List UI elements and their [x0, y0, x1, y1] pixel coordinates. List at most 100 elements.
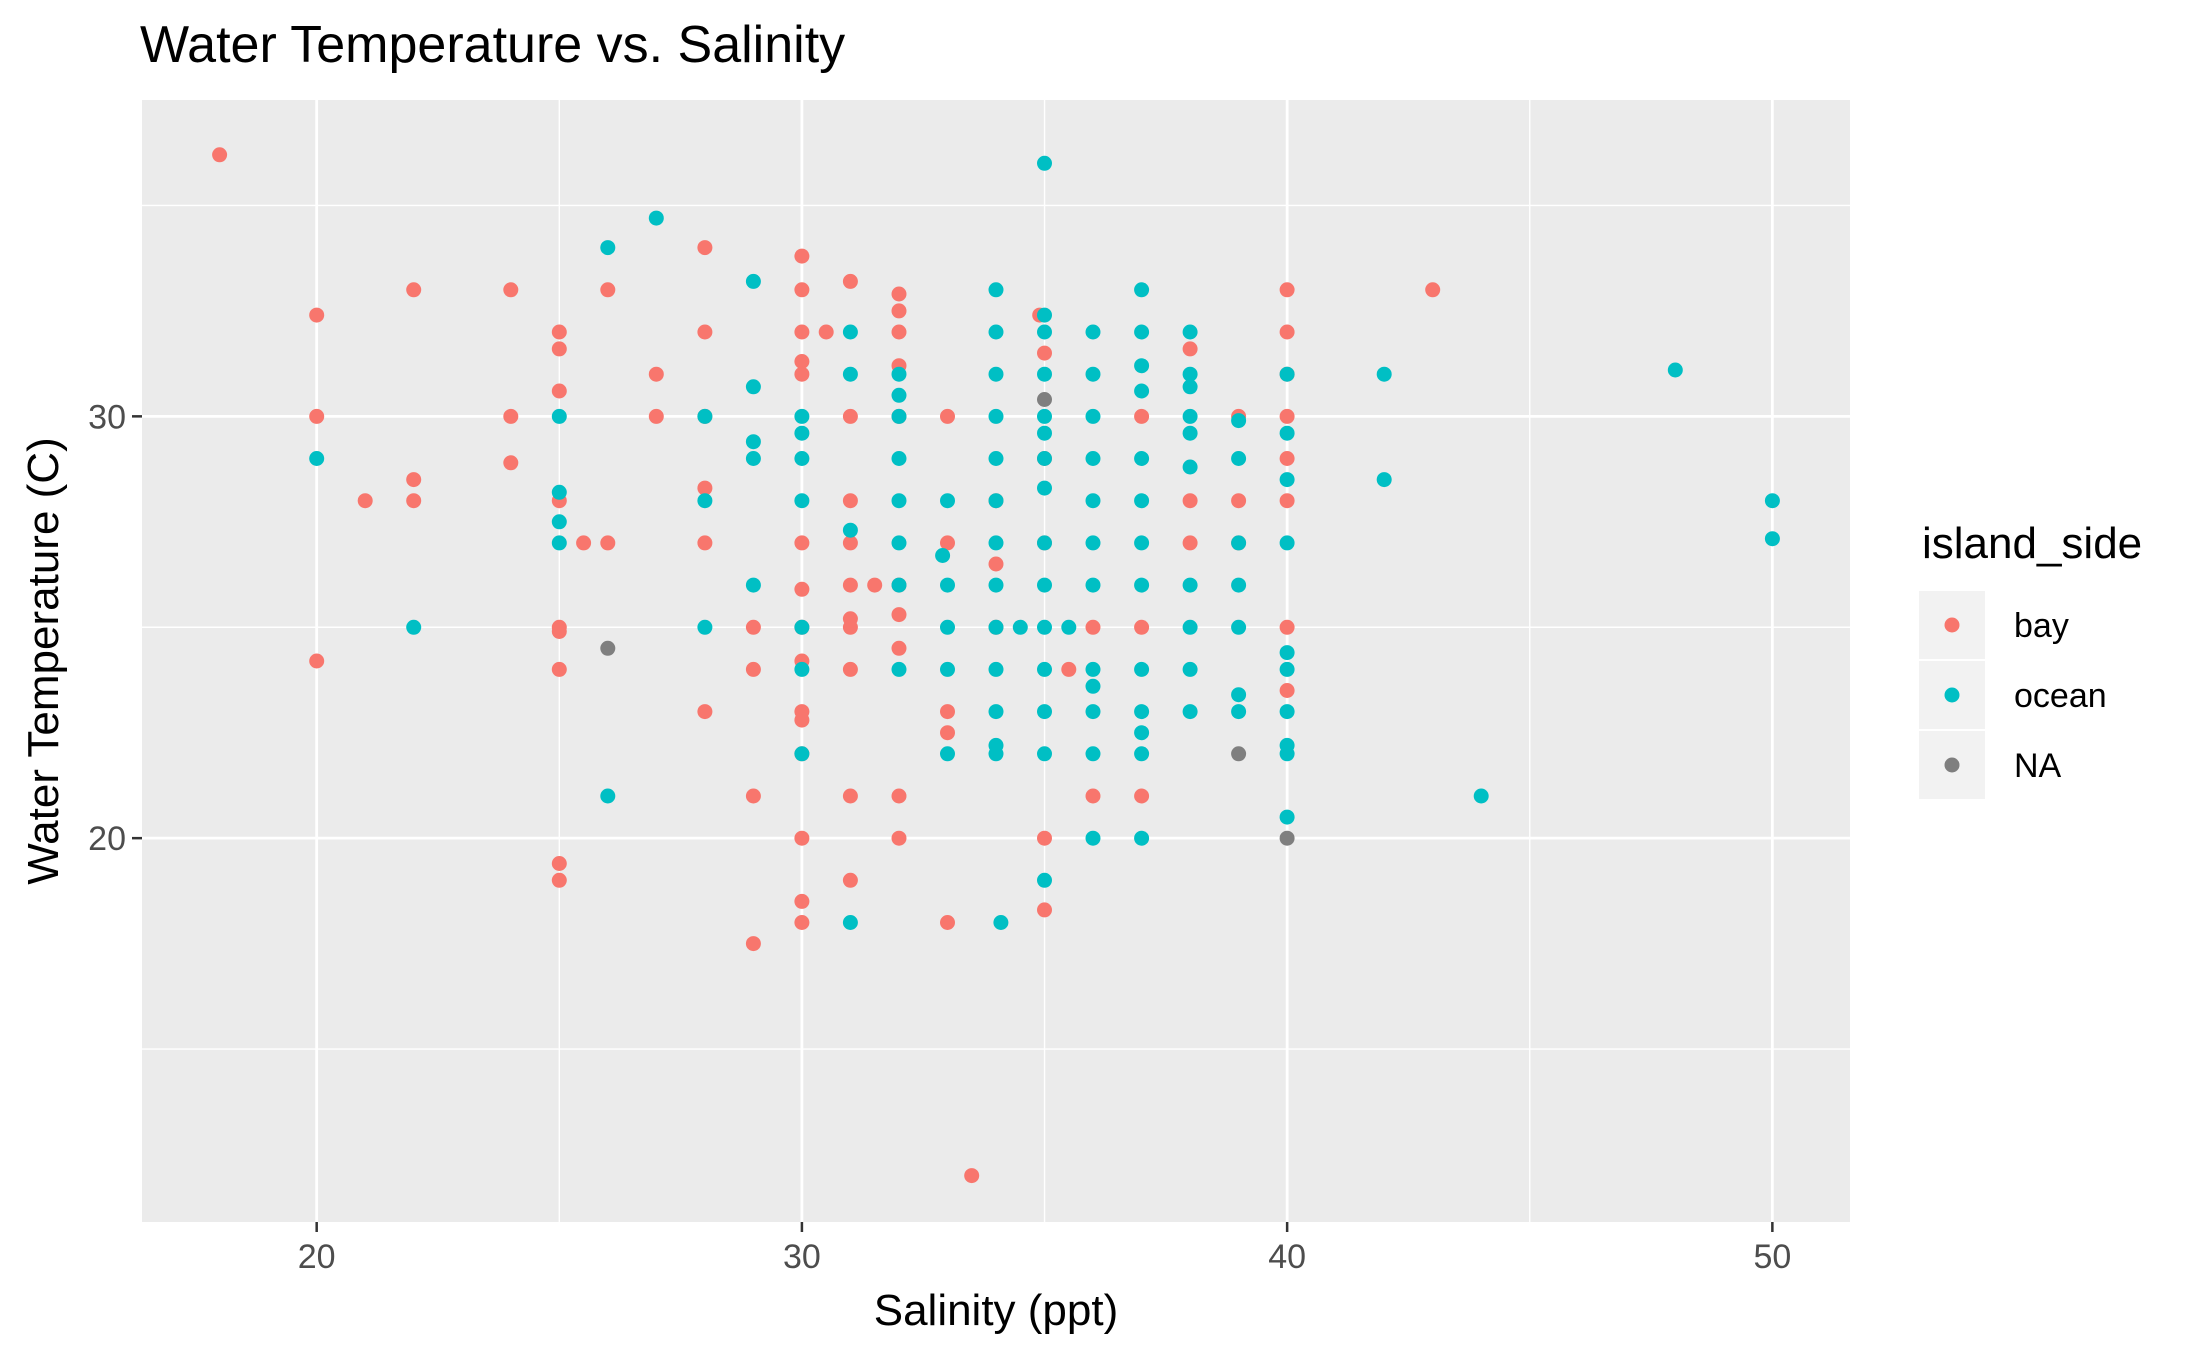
data-point-bay — [745, 619, 761, 635]
legend-swatch-ocean — [1944, 687, 1960, 703]
data-point-ocean — [1182, 324, 1198, 340]
data-point-bay — [867, 577, 883, 593]
data-point-ocean — [745, 273, 761, 289]
data-point-bay — [794, 915, 810, 930]
data-point-bay — [503, 455, 519, 471]
data-point-bay — [940, 408, 955, 424]
data-point-ocean — [842, 915, 858, 930]
data-point-ocean — [1231, 619, 1247, 635]
data-point-ocean — [1231, 451, 1247, 466]
data-point-ocean — [935, 548, 951, 563]
data-point-ocean — [1037, 366, 1052, 382]
data-point-ocean — [1134, 535, 1150, 551]
legend: island_side bay ocean NA — [1917, 519, 2142, 801]
data-point-ocean — [1182, 408, 1198, 424]
data-point-ocean — [988, 282, 1004, 298]
data-point-ocean — [1037, 324, 1052, 340]
data-point-bay — [842, 872, 858, 888]
data-point-ocean — [794, 661, 810, 677]
data-point-ocean — [1182, 459, 1198, 475]
data-point-bay — [576, 535, 592, 551]
data-point-na — [1279, 830, 1295, 846]
data-point-bay — [1085, 619, 1101, 635]
data-points — [212, 147, 1780, 1184]
data-point-bay — [891, 788, 907, 804]
data-point-ocean — [988, 619, 1004, 635]
data-point-bay — [697, 704, 713, 720]
data-point-ocean — [1231, 704, 1247, 720]
data-point-bay — [406, 493, 422, 509]
data-point-ocean — [1134, 704, 1150, 720]
data-point-bay — [1231, 493, 1247, 509]
data-point-bay — [1182, 535, 1198, 551]
legend-title: island_side — [1922, 519, 2142, 568]
data-point-ocean — [1037, 746, 1052, 762]
data-point-ocean — [648, 210, 664, 226]
data-point-ocean — [1279, 809, 1295, 825]
data-point-ocean — [794, 493, 810, 509]
data-point-bay — [940, 915, 955, 930]
data-point-ocean — [1231, 535, 1247, 551]
data-point-ocean — [891, 408, 907, 424]
data-point-bay — [1182, 493, 1198, 509]
plot-panel — [142, 100, 1850, 1222]
data-point-ocean — [1279, 425, 1295, 441]
data-point-ocean — [842, 366, 858, 382]
data-point-ocean — [1085, 535, 1101, 551]
data-point-ocean — [1279, 535, 1295, 551]
data-point-bay — [891, 286, 907, 302]
data-point-ocean — [1134, 383, 1150, 399]
x-tick-label: 30 — [783, 1238, 821, 1276]
data-point-ocean — [1134, 830, 1150, 846]
data-point-bay — [794, 248, 810, 264]
data-point-bay — [212, 147, 228, 163]
data-point-na — [600, 640, 616, 656]
data-point-bay — [745, 661, 761, 677]
data-point-ocean — [1037, 619, 1052, 635]
legend-swatch-na — [1944, 757, 1960, 773]
data-point-ocean — [1231, 577, 1247, 593]
data-point-bay — [600, 535, 616, 551]
data-point-bay — [1061, 661, 1077, 677]
data-point-bay — [551, 383, 567, 399]
data-point-ocean — [1085, 408, 1101, 424]
data-point-bay — [309, 307, 325, 323]
data-point-ocean — [993, 915, 1009, 930]
x-tick-label: 20 — [298, 1238, 336, 1276]
data-point-ocean — [1037, 480, 1052, 496]
data-point-bay — [794, 581, 810, 597]
data-point-ocean — [745, 577, 761, 593]
data-point-bay — [551, 856, 567, 871]
data-point-bay — [697, 535, 713, 551]
data-point-ocean — [988, 661, 1004, 677]
legend-swatch-bay — [1944, 617, 1960, 633]
data-point-ocean — [1012, 619, 1028, 635]
data-point-ocean — [1134, 358, 1150, 374]
data-point-bay — [794, 324, 810, 340]
y-tick-label: 20 — [88, 820, 126, 858]
data-point-ocean — [1473, 788, 1489, 804]
data-point-bay — [940, 725, 955, 741]
data-point-ocean — [1134, 493, 1150, 509]
data-point-ocean — [1279, 366, 1295, 382]
data-point-ocean — [940, 619, 955, 635]
data-point-bay — [1134, 619, 1150, 635]
data-point-ocean — [1279, 661, 1295, 677]
data-point-bay — [794, 282, 810, 298]
data-point-ocean — [988, 535, 1004, 551]
data-point-ocean — [1037, 408, 1052, 424]
data-point-bay — [1425, 282, 1441, 298]
data-point-ocean — [745, 451, 761, 466]
data-point-bay — [794, 893, 810, 909]
data-point-bay — [891, 607, 907, 623]
data-point-ocean — [940, 493, 955, 509]
data-point-ocean — [1037, 872, 1052, 888]
legend-label-na: NA — [2014, 747, 2062, 785]
legend-items: bay ocean NA — [1917, 589, 2107, 801]
data-point-bay — [842, 493, 858, 509]
data-point-ocean — [891, 366, 907, 382]
data-point-ocean — [1182, 619, 1198, 635]
data-point-bay — [503, 408, 519, 424]
data-point-ocean — [940, 746, 955, 762]
